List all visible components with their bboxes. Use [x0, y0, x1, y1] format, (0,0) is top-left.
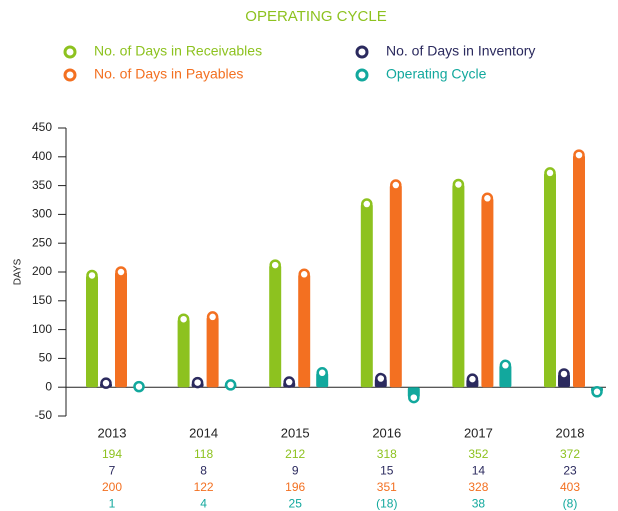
- legend-label: No. of Days in Payables: [94, 66, 243, 82]
- table-value: 403: [560, 480, 580, 494]
- bar-cap: [558, 368, 570, 380]
- legend-label: No. of Days in Receivables: [94, 43, 262, 59]
- bar-cap: [206, 311, 219, 323]
- bar-cap: [408, 391, 420, 404]
- x-tick-label: 2014: [189, 425, 218, 440]
- bar: [177, 319, 190, 388]
- bar-cap: [316, 367, 328, 379]
- table-value: 352: [468, 447, 488, 461]
- table-value: 25: [289, 497, 303, 511]
- bar-cap: [269, 259, 281, 271]
- x-tick-label: 2017: [464, 425, 493, 440]
- bar-cap: [466, 373, 479, 385]
- bar: [298, 274, 311, 388]
- table-value: 9: [292, 464, 299, 478]
- table-value: 328: [468, 480, 488, 494]
- bar-cap: [298, 268, 310, 281]
- table-value: 4: [200, 497, 207, 511]
- bar-cap: [86, 269, 98, 282]
- table-value: 14: [472, 464, 486, 478]
- table-value: 1: [109, 497, 116, 511]
- table-value: 7: [109, 464, 116, 478]
- bar-cap: [100, 377, 112, 389]
- bar-cap: [499, 359, 512, 372]
- table-value: (18): [376, 497, 397, 511]
- bar: [360, 204, 373, 388]
- legend-marker: [63, 68, 77, 82]
- bar: [206, 316, 219, 388]
- bar-cap: [283, 376, 295, 388]
- x-tick-label: 2015: [281, 425, 310, 440]
- bar: [86, 275, 98, 388]
- chart-title: OPERATING CYCLE: [245, 8, 386, 25]
- table-value: 318: [377, 447, 397, 461]
- legend-marker: [355, 68, 369, 82]
- y-tick-label: 200: [32, 264, 52, 278]
- table-value: 15: [380, 464, 394, 478]
- y-tick-label: -50: [35, 408, 53, 422]
- y-tick-label: 400: [32, 149, 52, 163]
- bar-cap: [224, 379, 237, 391]
- table-value: 194: [102, 447, 122, 461]
- bar-cap: [177, 313, 190, 325]
- bar-cap: [191, 376, 204, 389]
- table-value: 23: [563, 464, 577, 478]
- table-value: 351: [377, 480, 397, 494]
- bar-cap: [115, 266, 127, 278]
- x-tick-label: 2016: [372, 425, 401, 440]
- bar: [269, 265, 282, 388]
- bar-cap: [573, 149, 585, 161]
- table-value: (8): [563, 497, 578, 511]
- legend-marker: [63, 45, 77, 59]
- table-value: 8: [200, 464, 207, 478]
- y-tick-label: 450: [32, 120, 52, 134]
- legend-label: Operating Cycle: [386, 66, 487, 82]
- y-tick-label: 150: [32, 293, 52, 307]
- bar: [481, 198, 494, 388]
- x-tick-label: 2018: [556, 425, 585, 440]
- table-value: 118: [194, 447, 213, 461]
- bar-cap: [452, 178, 465, 191]
- bar-cap: [591, 386, 603, 398]
- bar-cap: [544, 167, 556, 179]
- table-value: 200: [102, 480, 122, 494]
- table-value: 38: [472, 497, 486, 511]
- bar-cap: [361, 198, 373, 210]
- y-tick-label: 0: [45, 379, 52, 393]
- bar-cap: [375, 372, 387, 385]
- table-value: 196: [285, 480, 305, 494]
- table-value: 372: [560, 447, 580, 461]
- legend-label: No. of Days in Inventory: [386, 43, 535, 59]
- y-tick-label: 300: [32, 207, 52, 221]
- bar: [544, 172, 556, 388]
- table-value: 212: [285, 447, 305, 461]
- legend-marker: [355, 45, 369, 59]
- bar-cap: [481, 192, 494, 205]
- bar-cap: [133, 380, 145, 393]
- bar: [573, 155, 585, 388]
- bar: [499, 365, 512, 388]
- y-tick-label: 350: [32, 178, 52, 192]
- bar: [389, 185, 402, 388]
- bar-cap: [390, 179, 402, 191]
- y-tick-label: 100: [32, 322, 52, 336]
- y-tick-label: 250: [32, 235, 52, 249]
- bar: [115, 272, 127, 388]
- y-axis-label: DAYS: [13, 258, 24, 285]
- y-tick-label: 50: [39, 351, 53, 365]
- table-value: 122: [194, 480, 214, 494]
- x-tick-label: 2013: [98, 425, 127, 440]
- bar: [452, 184, 465, 388]
